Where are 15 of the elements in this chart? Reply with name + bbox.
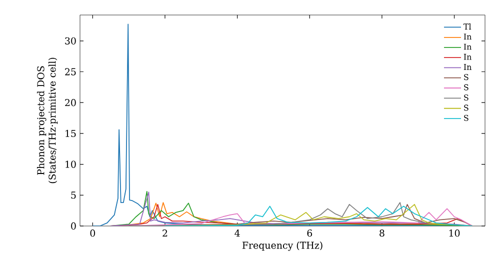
x-tick-label: 10 (449, 230, 460, 237)
x-tick-label: 6 (307, 230, 312, 237)
y-tick-label: 25 (65, 68, 76, 76)
x-tick-label: 8 (380, 230, 384, 237)
y-tick-label: 5 (71, 192, 76, 199)
x-tick-label: 0 (90, 230, 96, 237)
y-tick-label: 15 (66, 130, 76, 138)
x-tick-label: 2 (162, 230, 168, 237)
y-tick-label: 10 (66, 160, 76, 168)
y-tick-label: 20 (65, 99, 76, 106)
x-tick-label: 4 (234, 230, 240, 237)
y-axis-title: Phonon projected DOS (States/THz·primitive cell) (36, 58, 58, 184)
y-tick-label: 30 (65, 37, 76, 44)
x-axis-title: Frequency (THz) (242, 242, 322, 251)
y-tick-label: 0 (71, 222, 76, 230)
